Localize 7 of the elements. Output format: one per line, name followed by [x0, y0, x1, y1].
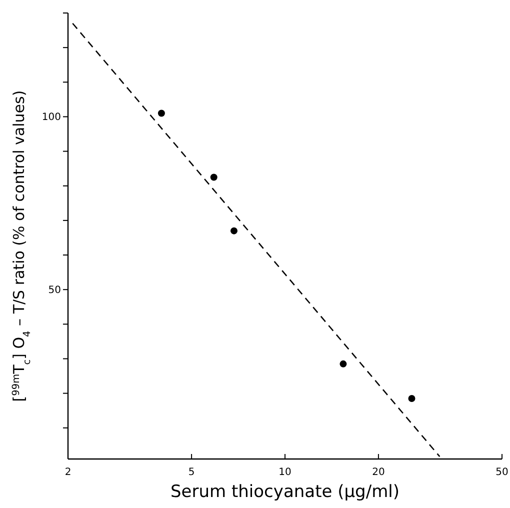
- x-tick-label: 5: [188, 467, 195, 478]
- x-tick-label: 50: [496, 467, 508, 478]
- x-tick-label: 20: [372, 467, 385, 478]
- x-axis-title: Serum thiocyanate (μg/ml): [170, 482, 400, 502]
- x-tick-label: 10: [278, 467, 292, 478]
- y-tick-label: 100: [42, 112, 61, 124]
- x-tick-label: 2: [64, 467, 72, 478]
